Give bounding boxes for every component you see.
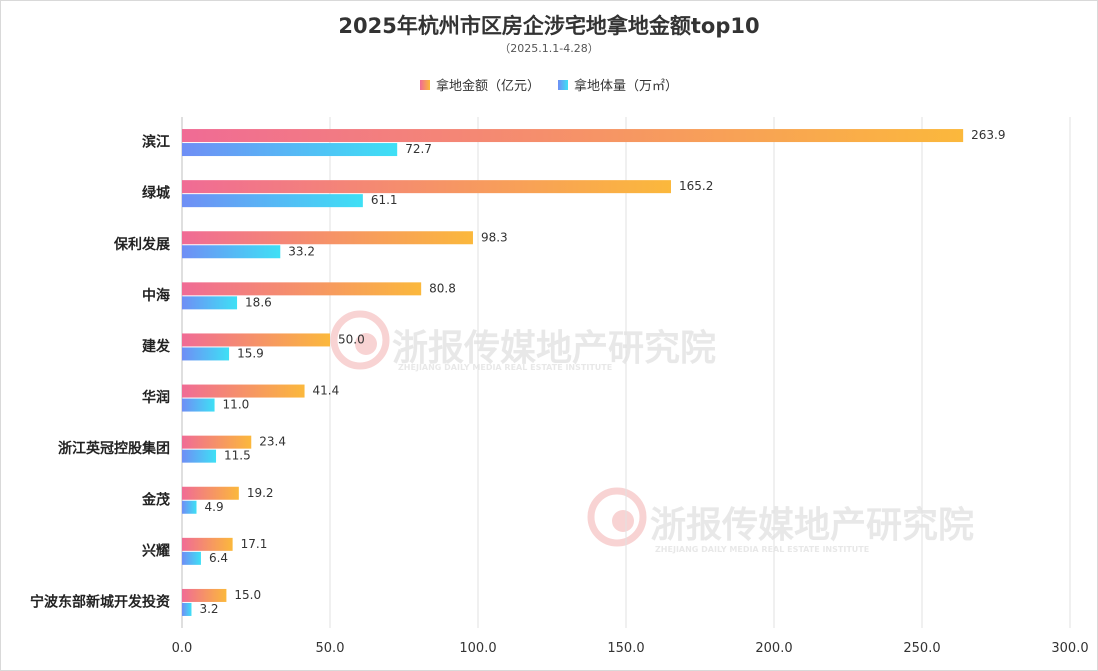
data-label-amount: 19.2 <box>247 486 274 500</box>
watermark-subtext: ZHEJIANG DAILY MEDIA REAL ESTATE INSTITU… <box>398 363 612 372</box>
data-label-amount: 23.4 <box>259 435 286 449</box>
data-label-volume: 11.5 <box>224 449 251 463</box>
data-label-amount: 98.3 <box>481 230 508 244</box>
data-label-amount: 263.9 <box>971 128 1005 142</box>
x-tick-label: 200.0 <box>755 641 792 656</box>
bar-amount <box>182 333 330 347</box>
chart-legend: 拿地金额（亿元） 拿地体量（万㎡） <box>0 75 1098 94</box>
category-label: 兴耀 <box>142 542 170 559</box>
bar-amount <box>182 180 671 194</box>
legend-item-volume[interactable]: 拿地体量（万㎡） <box>558 75 678 94</box>
data-label-volume: 6.4 <box>209 551 228 565</box>
chart-subtitle: （2025.1.1-4.28） <box>499 42 599 55</box>
data-label-volume: 3.2 <box>199 602 218 616</box>
category-label: 金茂 <box>141 491 170 508</box>
x-tick-label: 0.0 <box>172 641 193 656</box>
data-label-amount: 50.0 <box>338 332 365 346</box>
legend-label-amount: 拿地金额（亿元） <box>435 79 540 94</box>
category-label: 建发 <box>142 338 171 355</box>
data-label-volume: 33.2 <box>288 244 315 258</box>
chart-title: 2025年杭州市区房企涉宅地拿地金额top10 <box>338 14 760 38</box>
watermark-logo-dot <box>612 510 634 532</box>
bar-volume <box>182 245 281 259</box>
legend-swatch-volume <box>558 79 568 90</box>
x-tick-label: 50.0 <box>316 641 345 656</box>
bar-amount <box>182 384 305 398</box>
bar-amount <box>182 486 239 500</box>
x-tick-label: 300.0 <box>1051 641 1088 656</box>
bar-volume <box>182 449 217 463</box>
bar-volume <box>182 551 201 565</box>
legend-label-volume: 拿地体量（万㎡） <box>574 79 679 94</box>
category-label: 绿城 <box>142 185 170 202</box>
bars-group <box>182 129 964 616</box>
data-label-volume: 72.7 <box>405 142 432 156</box>
bar-volume <box>182 500 197 514</box>
category-label: 中海 <box>142 287 170 304</box>
category-label: 滨江 <box>142 134 170 151</box>
watermark-subtext: ZHEJIANG DAILY MEDIA REAL ESTATE INSTITU… <box>655 545 869 554</box>
bar-amount <box>182 231 473 245</box>
data-label-volume: 4.9 <box>205 500 224 514</box>
category-label: 宁波东部新城开发投资 <box>30 593 170 610</box>
labels-group: 0.0 50.0 100.0 150.0 200.0 250.0 300.0 滨江 263.9 7… <box>30 128 1089 656</box>
data-label-amount: 17.1 <box>241 537 268 551</box>
data-label-volume: 11.0 <box>223 398 250 412</box>
data-label-volume: 61.1 <box>371 193 398 207</box>
legend-item-amount[interactable]: 拿地金额（亿元） <box>419 75 540 94</box>
bar-volume <box>182 602 192 616</box>
data-label-volume: 15.9 <box>237 346 264 360</box>
bar-amount <box>182 282 422 296</box>
x-tick-label: 100.0 <box>459 641 496 656</box>
bar-amount <box>182 435 252 449</box>
category-label: 保利发展 <box>113 236 170 253</box>
data-label-amount: 165.2 <box>679 179 713 193</box>
x-tick-label: 250.0 <box>903 641 940 656</box>
bar-volume <box>182 347 230 361</box>
bar-amount <box>182 129 964 143</box>
watermark-logo-icon <box>587 487 647 547</box>
bar-volume <box>182 398 215 412</box>
data-label-amount: 80.8 <box>429 281 456 295</box>
data-label-amount: 41.4 <box>313 384 340 398</box>
bar-volume <box>182 194 363 208</box>
bar-volume <box>182 143 398 157</box>
category-label: 华润 <box>142 389 170 406</box>
data-label-amount: 15.0 <box>234 588 261 602</box>
watermark-logo-dot <box>355 333 377 355</box>
data-label-volume: 18.6 <box>245 295 272 309</box>
legend-swatch-amount <box>419 79 430 90</box>
watermark-logo-icon <box>330 310 390 370</box>
x-tick-label: 150.0 <box>607 641 644 656</box>
bar-amount <box>182 537 233 551</box>
grid-lines <box>181 117 1071 628</box>
category-label: 浙江英冠控股集团 <box>58 440 170 457</box>
bar-amount <box>182 588 227 602</box>
watermark-text: 浙报传媒地产研究院 <box>650 505 974 546</box>
bar-volume <box>182 296 238 310</box>
watermark-text: 浙报传媒地产研究院 <box>392 328 716 369</box>
